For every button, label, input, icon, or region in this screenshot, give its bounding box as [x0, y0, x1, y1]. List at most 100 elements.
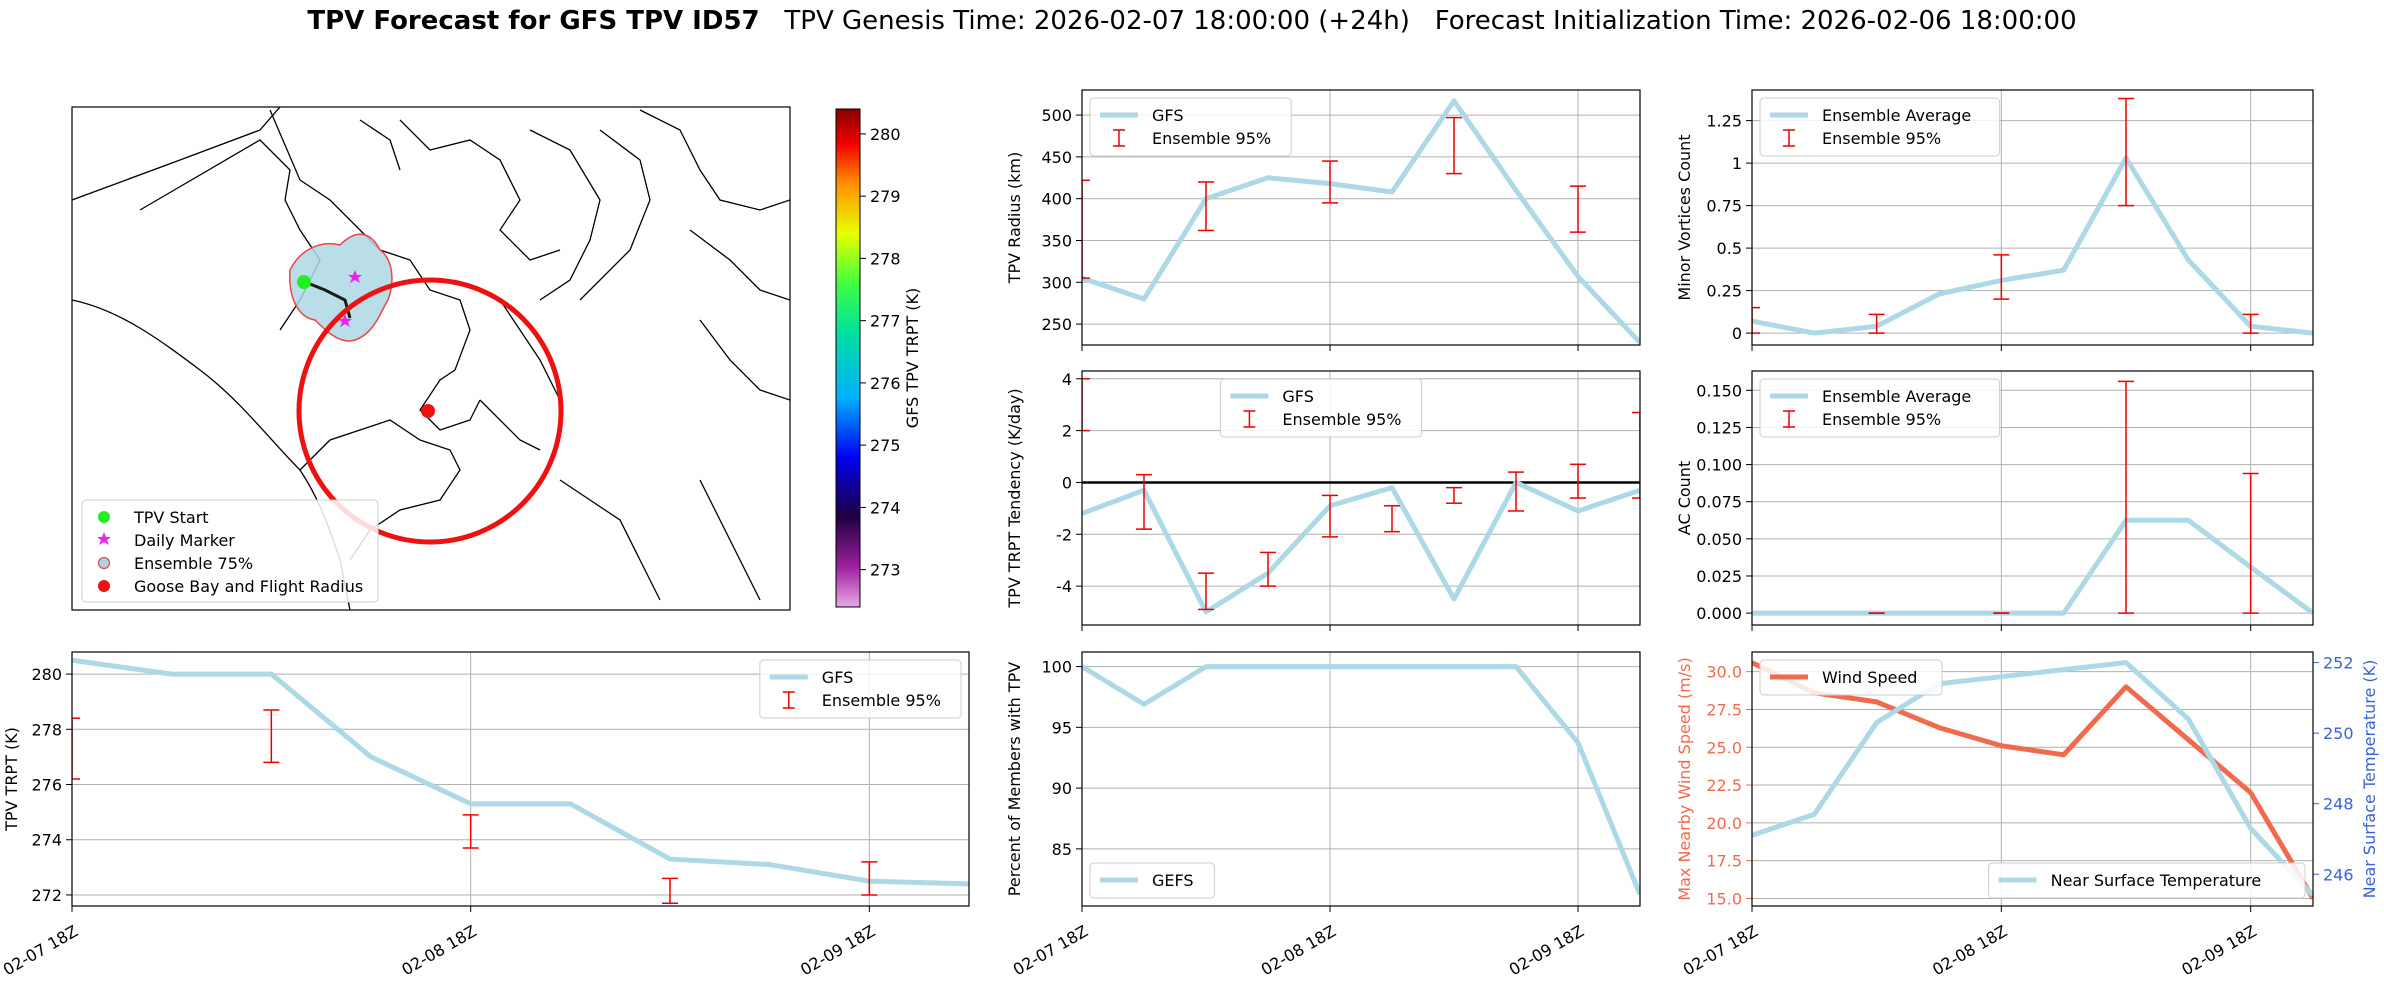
ensemble-errorbar	[263, 709, 280, 764]
y-tick-label: 0.025	[1696, 567, 1742, 586]
y-tick-label: 278	[31, 720, 62, 739]
y-tick-label: 0	[1062, 473, 1072, 492]
ensemble-errorbar	[1446, 486, 1462, 504]
plot-area	[1752, 380, 2313, 616]
legend-frame	[1988, 862, 2306, 899]
y-tick-label: 0.100	[1696, 456, 1742, 475]
x-tick-label: 02-09 18Z	[797, 921, 878, 979]
ensemble-errorbar	[1384, 505, 1400, 533]
legend-radius: GFS Ensemble 95%	[1089, 97, 1292, 157]
ensemble-errorbar	[1198, 181, 1214, 232]
x-tick-label: 02-09 18Z	[2178, 921, 2259, 979]
legend-label: GFS	[1282, 387, 1313, 406]
legend-label: Ensemble 95%	[1152, 129, 1271, 148]
legend-tendency: GFS Ensemble 95%	[1219, 378, 1423, 438]
plot-area	[1082, 378, 1640, 615]
ensemble-errorbar	[2118, 97, 2134, 207]
y-axis-label: Max Nearby Wind Speed (m/s)	[1675, 657, 1694, 900]
y-tick-label: 25.0	[1706, 738, 1742, 757]
ensemble-errorbar	[1322, 160, 1338, 204]
ensemble-errorbar	[72, 717, 80, 780]
y-tick-label: 276	[31, 776, 62, 795]
y-tick-label: -2	[1056, 525, 1072, 544]
series-line-gfs	[72, 657, 969, 887]
series-line-gefs	[1082, 664, 1640, 896]
legend-errorbar-swatch	[1783, 129, 1795, 147]
y-tick-label: 0.000	[1696, 604, 1742, 623]
legend-label: Ensemble 95%	[822, 691, 941, 710]
right-y-tick-label: 252	[2323, 654, 2354, 673]
y-axis-label: TPV TRPT (K)	[2, 727, 21, 832]
legend-frame	[1089, 862, 1215, 899]
plot-area	[1082, 664, 1640, 896]
y-tick-label: 0.150	[1696, 381, 1742, 400]
y-axis-label: Percent of Members with TPV	[1005, 662, 1024, 896]
y-tick-label: 17.5	[1706, 852, 1742, 871]
y-tick-label: 0	[1732, 324, 1742, 343]
ensemble-errorbar	[1260, 551, 1276, 587]
legend-label: GEFS	[1152, 871, 1194, 890]
x-tick-label: 02-09 18Z	[1506, 921, 1587, 979]
chart-tendency: -4 -2 0 2 4 TPV TRPT Tendency (K/day) GFS Ensem…	[1005, 370, 1641, 631]
x-tick-label: 02-08 18Z	[1258, 921, 1339, 979]
legend-label: Ensemble Average	[1822, 387, 1971, 406]
series-line-ensemble-average	[1752, 517, 2313, 616]
legend-label: Ensemble 95%	[1822, 410, 1941, 429]
y-tick-label: 450	[1041, 148, 1072, 167]
ensemble-errorbar	[1322, 494, 1338, 538]
ensemble-errorbar	[1570, 185, 1586, 233]
x-tick-label: 02-07 18Z	[0, 921, 81, 979]
ensemble-errorbar	[1446, 116, 1462, 175]
ensemble-errorbar	[2118, 380, 2134, 614]
ensemble-errorbar	[1632, 411, 1640, 499]
legend-frame	[1759, 378, 2001, 438]
chart-trpt: 272 274 276 278 280 02-07 18Z 02-08 18Z 02-09 1…	[0, 651, 970, 979]
y-tick-label: 22.5	[1706, 776, 1742, 795]
series-line-gfs	[1082, 98, 1640, 345]
y-tick-label: 280	[31, 665, 62, 684]
legend-frame	[1089, 97, 1292, 157]
legend-wind: Wind Speed	[1759, 659, 1943, 696]
plot-area	[72, 657, 969, 904]
y-tick-label: 4	[1062, 370, 1072, 389]
y-tick-label: 15.0	[1706, 889, 1742, 908]
y-tick-label: 2	[1062, 422, 1072, 441]
chart-radius: 250 300 350 400 450 500 TPV Radius (km) GFS Ense…	[1005, 89, 1641, 351]
figure-title-genesis: TPV Genesis Time: 2026-02-07 18:00:00 (+…	[784, 6, 1410, 36]
ensemble-errorbar	[1136, 473, 1152, 530]
ensemble-errorbar	[662, 877, 678, 904]
right-y-tick-label: 246	[2323, 865, 2354, 884]
plot-frame	[1081, 651, 1641, 907]
legend-label: Wind Speed	[1822, 668, 1917, 687]
figure-title-init: Forecast Initialization Time: 2026-02-06…	[1434, 6, 2077, 36]
y-tick-label: 0.25	[1706, 282, 1742, 301]
ensemble-errorbar	[1752, 306, 1760, 334]
x-tick-label: 02-08 18Z	[398, 921, 479, 979]
y-tick-label: 1.25	[1706, 112, 1742, 131]
y-axis-label: TPV TRPT Tendency (K/day)	[1005, 388, 1024, 608]
y-axis-label: Minor Vortices Count	[1675, 134, 1694, 300]
legend-frame	[1219, 378, 1423, 438]
right-y-tick-label: 250	[2323, 724, 2354, 743]
plot-frame	[1751, 651, 2314, 907]
x-tick-label: 02-08 18Z	[1929, 921, 2010, 979]
y-axis-label: TPV Radius (km)	[1005, 152, 1024, 285]
legend-errorbar-swatch	[1113, 129, 1125, 147]
y-tick-label: 20.0	[1706, 814, 1742, 833]
legend-label: GFS	[822, 668, 853, 687]
plot-frame	[1081, 370, 1641, 626]
ensemble-errorbar	[462, 814, 479, 849]
legend-minor: Ensemble Average Ensemble 95%	[1759, 97, 2001, 157]
ensemble-errorbar	[2242, 313, 2259, 334]
plot-area	[1752, 660, 2313, 900]
figure-title: TPV Forecast for GFS TPV ID57 TPV Genesi…	[0, 6, 2384, 36]
chart-minor: 0 0.25 0.5 0.75 1 1.25 Minor Vortices Count Ens…	[1675, 89, 2314, 351]
figure-title-main: TPV Forecast for GFS TPV ID57	[307, 6, 760, 36]
legend-errorbar-swatch	[1783, 410, 1795, 428]
y-tick-label: 90	[1052, 779, 1072, 798]
y-tick-label: 0.050	[1696, 530, 1742, 549]
series-line-gfs	[1082, 479, 1640, 615]
y-tick-label: 30.0	[1706, 663, 1742, 682]
plot-area	[1752, 97, 2313, 336]
